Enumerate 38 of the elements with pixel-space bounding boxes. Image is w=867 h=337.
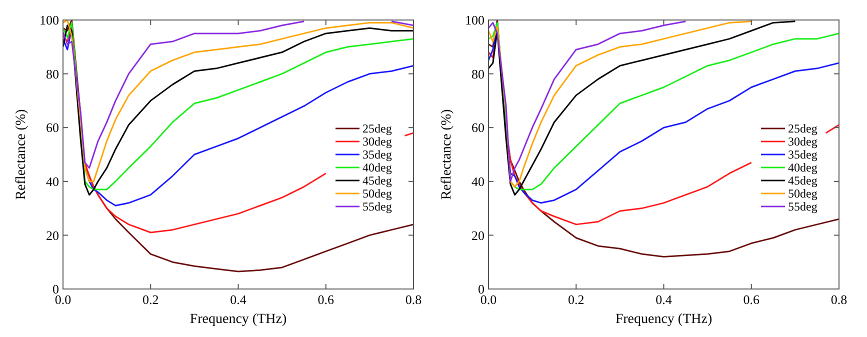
x-tick-label: 0.8 xyxy=(830,292,848,307)
y-tick-label: 40 xyxy=(46,174,59,189)
legend-label: 40deg xyxy=(788,160,818,175)
legend-label: 25deg xyxy=(788,122,818,136)
y-tick-label: 60 xyxy=(472,120,484,136)
legend-label: 40deg xyxy=(362,160,392,175)
x-tick-label: 0.4 xyxy=(656,292,672,307)
legend-label: 35deg xyxy=(362,148,392,162)
x-axis-title: Frequency (THz) xyxy=(190,312,287,327)
y-axis-title: Reflectance (%) xyxy=(14,108,29,200)
x-tick-label: 0.2 xyxy=(568,292,584,307)
line-series xyxy=(488,20,686,182)
legend-label: 30deg xyxy=(788,134,818,149)
y-tick-label: 20 xyxy=(46,228,59,243)
legend-label: 25deg xyxy=(362,122,392,136)
y-tick-label: 100 xyxy=(40,12,59,28)
legend-label: 55deg xyxy=(362,200,392,214)
x-tick-label: 0.4 xyxy=(230,292,247,307)
legend-label: 30deg xyxy=(362,134,392,149)
x-tick-label: 0.6 xyxy=(743,292,760,307)
y-tick-label: 60 xyxy=(46,120,59,136)
y-tick-label: 40 xyxy=(472,174,484,189)
x-tick-label: 0.2 xyxy=(142,292,159,307)
y-tick-label: 80 xyxy=(472,66,484,82)
y-tick-label: 100 xyxy=(465,12,484,28)
legend-label: 45deg xyxy=(788,174,818,188)
y-tick-label: 80 xyxy=(46,66,59,82)
legend-label: 50deg xyxy=(362,186,392,201)
x-tick-label: 0.8 xyxy=(405,292,422,307)
y-tick-label: 20 xyxy=(472,228,484,243)
x-tick-label: 0.6 xyxy=(318,292,334,307)
legend-label: 35deg xyxy=(788,148,818,162)
line-series xyxy=(488,20,752,188)
legend-label: 45deg xyxy=(362,174,392,188)
y-axis-title: Reflectance (%) xyxy=(440,108,454,200)
legend-label: 50deg xyxy=(788,186,818,201)
legend-label: 55deg xyxy=(788,200,818,214)
x-axis-title: Frequency (THz) xyxy=(615,312,712,327)
